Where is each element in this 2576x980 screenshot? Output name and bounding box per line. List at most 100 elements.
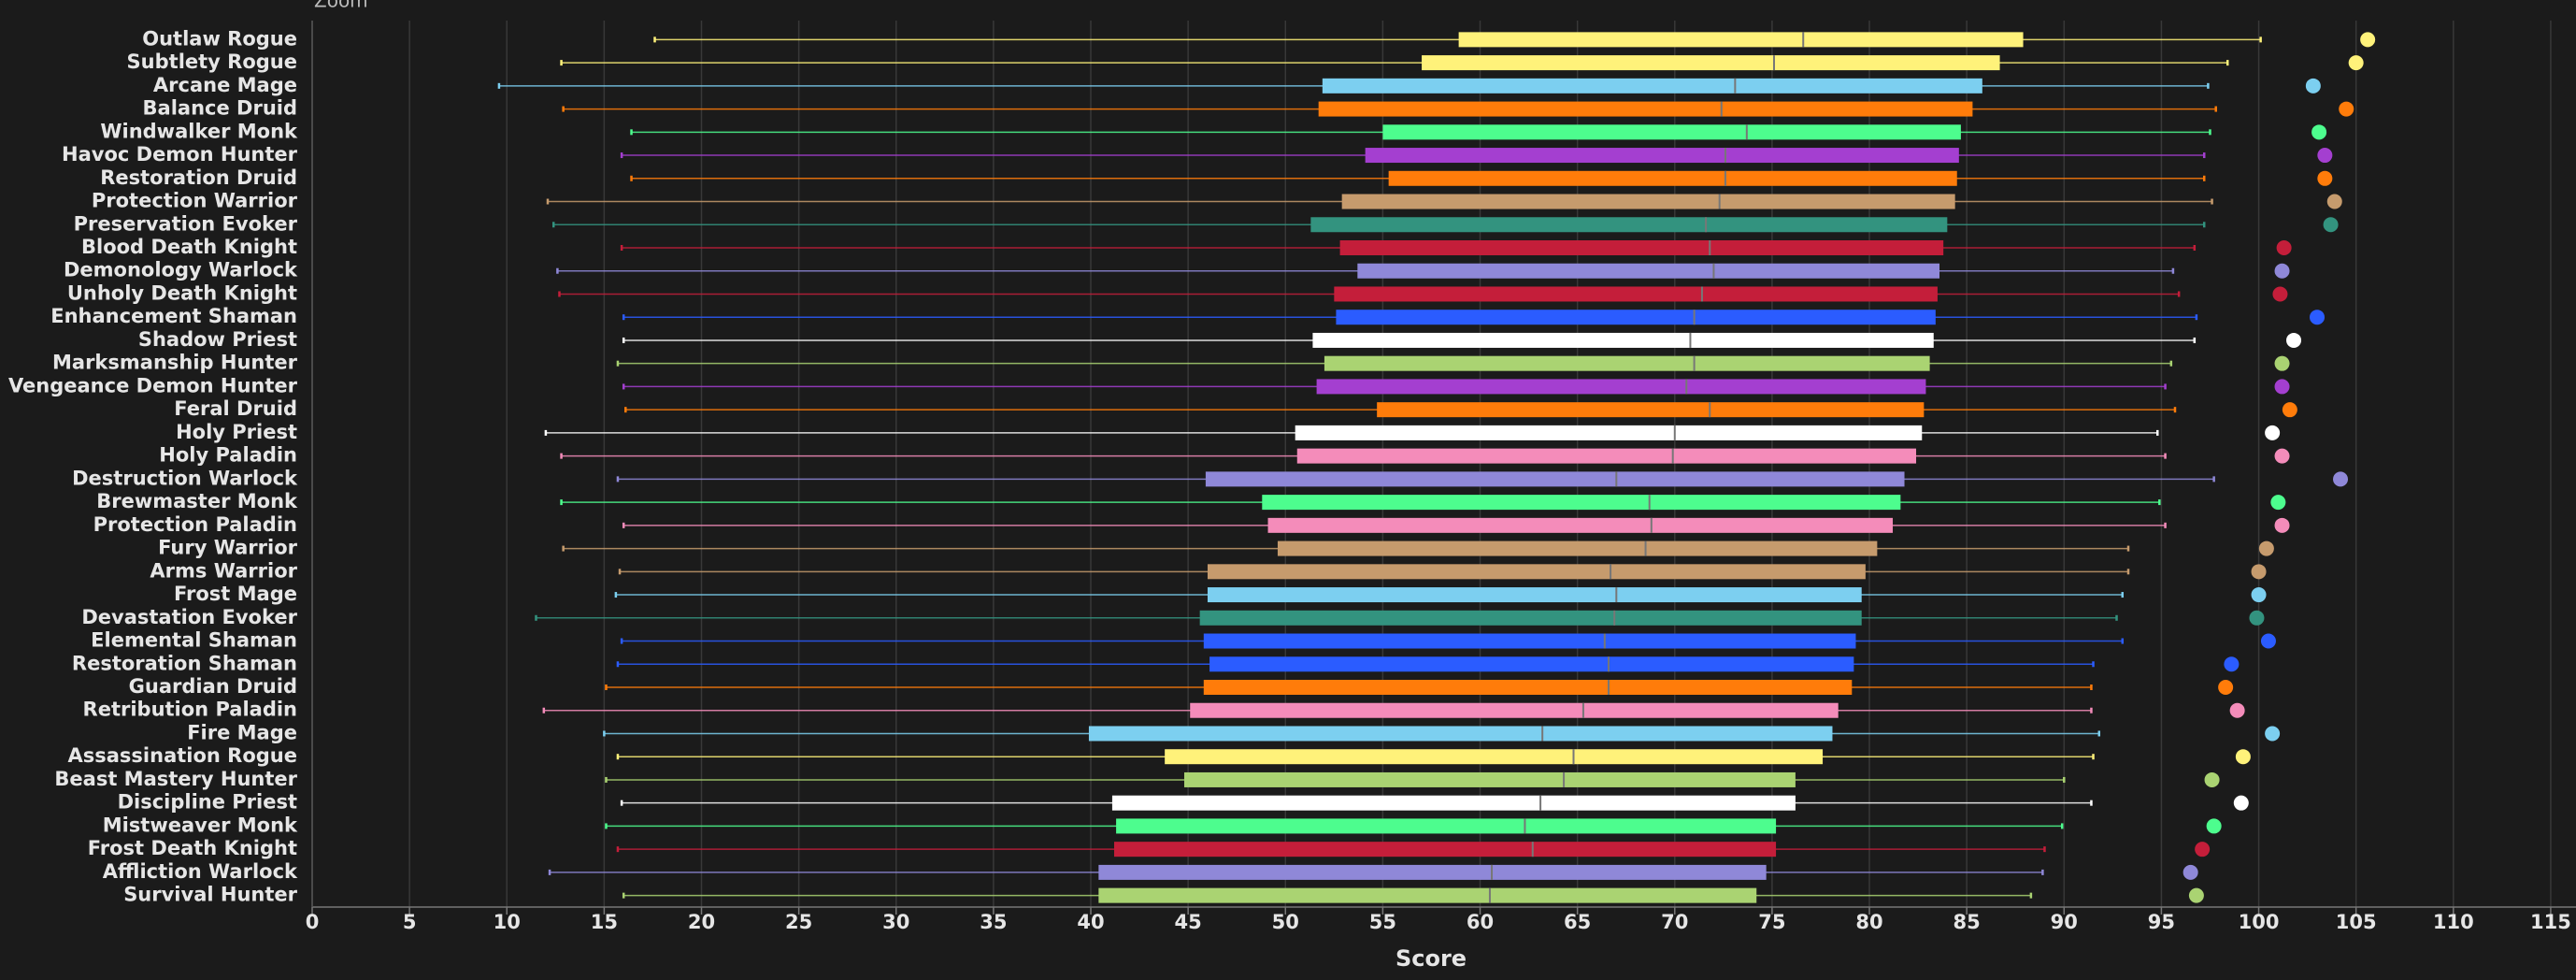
zoom-label: Zoom (314, 0, 368, 12)
box (1318, 101, 1973, 117)
category-label: Windwalker Monk (100, 120, 298, 142)
x-tick-label: 115 (2530, 911, 2571, 933)
x-tick-label: 85 (1953, 911, 1981, 933)
outlier-point (2182, 864, 2198, 880)
category-label: Survival Hunter (123, 884, 297, 906)
category-label: Outlaw Rogue (142, 27, 297, 50)
outlier-point (2276, 240, 2292, 255)
category-label: Assassination Rogue (68, 744, 298, 767)
outlier-point (2317, 170, 2333, 186)
box (1334, 286, 1938, 302)
category-label: Preservation Evoker (74, 212, 298, 235)
category-label: Mistweaver Monk (103, 814, 298, 836)
outlier-point (2282, 402, 2297, 418)
outlier-point (2195, 842, 2211, 858)
category-label: Frost Death Knight (88, 837, 297, 859)
outlier-point (2224, 656, 2240, 672)
box (1365, 148, 1959, 164)
category-label: Shadow Priest (138, 328, 297, 351)
box (1209, 656, 1854, 672)
outlier-point (2249, 610, 2265, 626)
box (1324, 355, 1930, 371)
outlier-point (2235, 749, 2251, 765)
x-tick-label: 35 (980, 911, 1007, 933)
x-tick-label: 30 (882, 911, 909, 933)
x-tick-label: 40 (1077, 911, 1104, 933)
category-label: Restoration Druid (100, 166, 297, 189)
box (1116, 818, 1777, 834)
box (1165, 749, 1824, 765)
outlier-point (2323, 217, 2339, 233)
category-label: Brewmaster Monk (96, 490, 298, 512)
category-label: Devastation Evoker (81, 606, 297, 628)
outlier-point (2265, 425, 2281, 440)
box (1267, 517, 1894, 533)
x-tick-label: 105 (2336, 911, 2377, 933)
box (1339, 240, 1944, 255)
category-label: Holy Paladin (159, 444, 297, 467)
outlier-point (2326, 194, 2342, 209)
box (1205, 471, 1905, 487)
outlier-point (2311, 124, 2327, 140)
category-label: Unholy Death Knight (67, 281, 297, 304)
x-tick-label: 5 (403, 911, 417, 933)
box (1316, 379, 1926, 395)
outlier-point (2258, 540, 2274, 556)
box (1312, 332, 1934, 348)
category-label: Arms Warrior (150, 559, 297, 582)
box (1114, 842, 1777, 858)
category-label: Blood Death Knight (81, 236, 297, 258)
x-tick-label: 25 (785, 911, 812, 933)
category-label: Fire Mage (187, 721, 297, 743)
outlier-point (2274, 379, 2290, 395)
category-label: Balance Druid (143, 97, 297, 120)
category-label: Destruction Warlock (72, 467, 298, 489)
category-label: Restoration Shaman (72, 652, 297, 674)
outlier-point (2251, 587, 2267, 603)
category-label: Havoc Demon Hunter (62, 143, 298, 166)
outlier-point (2265, 726, 2281, 742)
x-tick-label: 15 (591, 911, 618, 933)
box (1207, 564, 1866, 580)
box (1203, 680, 1853, 695)
x-tick-label: 75 (1758, 911, 1785, 933)
category-label: Discipline Priest (118, 791, 297, 814)
outlier-point (2260, 633, 2276, 649)
box (1382, 124, 1961, 140)
category-label: Demonology Warlock (64, 259, 298, 281)
box (1183, 771, 1796, 787)
outlier-point (2333, 471, 2349, 487)
box (1190, 702, 1839, 718)
box (1098, 864, 1767, 880)
box (1458, 32, 2024, 48)
category-label: Subtlety Rogue (127, 50, 297, 73)
category-label: Guardian Druid (129, 675, 297, 698)
category-label: Protection Warrior (92, 190, 298, 212)
box (1111, 795, 1796, 811)
outlier-point (2251, 564, 2267, 580)
category-label: Frost Mage (174, 583, 297, 605)
category-label: Arcane Mage (153, 74, 297, 96)
outlier-point (2270, 495, 2286, 511)
x-tick-label: 110 (2433, 911, 2474, 933)
x-tick-label: 10 (494, 911, 521, 933)
x-tick-label: 70 (1661, 911, 1688, 933)
box (1199, 610, 1862, 626)
x-tick-label: 80 (1855, 911, 1882, 933)
category-label: Affliction Warlock (103, 860, 298, 883)
outlier-point (2188, 887, 2204, 903)
x-tick-label: 95 (2148, 911, 2175, 933)
x-tick-label: 90 (2051, 911, 2078, 933)
outlier-point (2272, 286, 2288, 302)
category-label: Marksmanship Hunter (52, 352, 298, 374)
outlier-point (2274, 448, 2290, 464)
category-label: Retribution Paladin (83, 699, 297, 721)
box (1377, 402, 1925, 418)
box (1295, 425, 1923, 440)
x-tick-label: 60 (1467, 911, 1494, 933)
category-label: Protection Paladin (93, 513, 297, 536)
outlier-point (2274, 355, 2290, 371)
box (1341, 194, 1955, 209)
outlier-point (2206, 818, 2222, 834)
